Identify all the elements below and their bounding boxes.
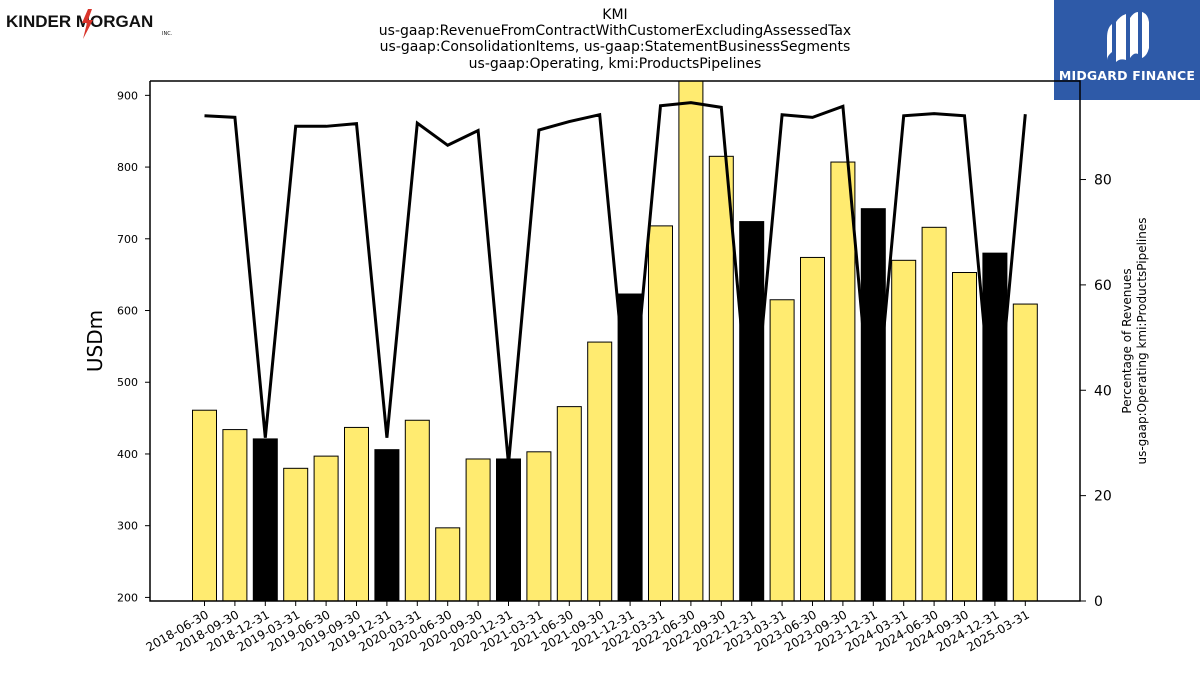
y-tick-label: 500 [117, 376, 138, 389]
bar-2020-12-31 [496, 458, 521, 601]
midgard-emblem-icon [1107, 12, 1149, 62]
bar-2020-06-30 [435, 527, 461, 601]
y2-tick-label: 0 [1094, 594, 1103, 610]
bar-2024-03-31 [891, 259, 917, 601]
y2-axis-label-line2: us-gaap:Operating kmi:ProductsPipelines [1135, 217, 1149, 464]
bar-2019-12-31 [374, 449, 400, 601]
y-tick-label: 600 [117, 305, 138, 318]
logo-left-suffix: INC. [162, 31, 173, 37]
bar-2021-09-30 [587, 341, 613, 601]
chart-title: KMI [602, 7, 628, 23]
y2-tick-label: 60 [1094, 278, 1112, 294]
bar-2021-03-31 [526, 451, 552, 601]
midgard-finance-logo: MIDGARD FINANCE [1054, 0, 1200, 100]
y-tick-label: 200 [117, 591, 138, 604]
bar-2024-06-30 [921, 226, 947, 601]
chart-subtitle-1: us-gaap:RevenueFromContractWithCustomerE… [378, 23, 852, 39]
bar-2022-09-30 [708, 155, 734, 601]
logo-left-text: KINDER MORGAN [6, 12, 153, 31]
bar-2023-12-31 [860, 208, 886, 601]
bar-2023-09-30 [830, 161, 856, 601]
bar-2019-03-31 [283, 467, 309, 601]
bar-2021-06-30 [556, 406, 582, 601]
bar-2018-12-31 [252, 438, 278, 601]
bar-2019-06-30 [313, 455, 339, 601]
y2-tick-label: 80 [1094, 173, 1112, 189]
bar-2018-06-30 [192, 409, 217, 601]
bar-2020-03-31 [404, 419, 430, 601]
y2-tick-label: 40 [1094, 383, 1112, 399]
bar-2023-06-30 [800, 256, 825, 601]
bar-2018-09-30 [222, 429, 248, 601]
y-tick-label: 400 [117, 448, 138, 461]
chart-subtitle-3: us-gaap:Operating, kmi:ProductsPipelines [468, 56, 762, 72]
lightning-bolt-icon [82, 9, 93, 39]
bar-2022-12-31 [739, 221, 765, 601]
y-tick-label: 900 [117, 89, 138, 102]
y-axis-label: USDm [83, 310, 107, 372]
bar-2022-06-30 [678, 81, 704, 601]
bar-2024-09-30 [952, 272, 977, 601]
bar-2025-03-31 [1012, 303, 1038, 601]
kinder-morgan-logo: KINDER MORGAN INC. [6, 6, 181, 42]
bar-2019-09-30 [344, 426, 369, 601]
percentage-line [204, 101, 1027, 465]
bar-2023-03-31 [769, 299, 795, 601]
y2-tick-label: 20 [1094, 489, 1112, 505]
y-tick-label: 300 [117, 520, 138, 533]
y-tick-label: 800 [117, 161, 138, 174]
bar-2022-03-31 [648, 225, 673, 601]
bar-2020-09-30 [465, 458, 491, 601]
y2-axis-label-line1: Percentage of Revenues [1120, 268, 1134, 413]
y-tick-label: 700 [117, 233, 138, 246]
chart-subtitle-2: us-gaap:ConsolidationItems, us-gaap:Stat… [379, 39, 851, 55]
logo-right-text: MIDGARD FINANCE [1058, 68, 1196, 83]
